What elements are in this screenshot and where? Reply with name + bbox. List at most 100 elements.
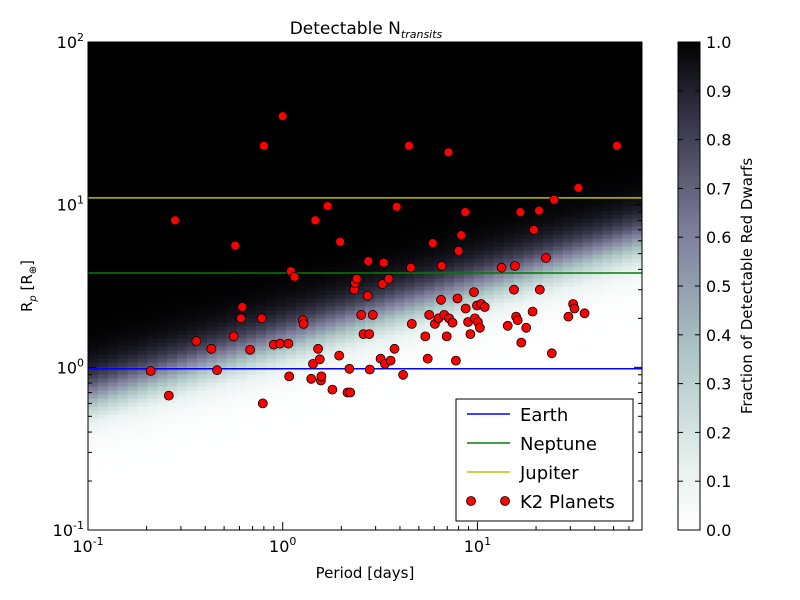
heatmap-cell <box>305 482 317 487</box>
heatmap-cell <box>285 434 297 439</box>
heatmap-cell <box>177 322 188 327</box>
heatmap-cell <box>107 402 119 407</box>
heatmap-cell <box>325 190 336 195</box>
heatmap-cell <box>295 206 307 211</box>
heatmap-cell <box>562 194 574 199</box>
heatmap-cell <box>602 262 613 267</box>
heatmap-cell <box>424 250 435 255</box>
heatmap-cell <box>572 310 584 315</box>
heatmap-cell <box>345 242 356 247</box>
heatmap-cell <box>612 358 623 363</box>
heatmap-cell <box>196 298 208 303</box>
heatmap-cell <box>97 374 109 379</box>
heatmap-cell <box>275 406 287 411</box>
heatmap-cell <box>167 462 178 467</box>
heatmap-cell <box>246 394 257 399</box>
heatmap-cell <box>444 434 455 439</box>
heatmap-cell <box>295 174 307 179</box>
heatmap-cell <box>394 478 406 483</box>
heatmap-cell <box>147 350 158 355</box>
heatmap-cell <box>523 226 534 231</box>
heatmap-cell <box>285 254 297 259</box>
heatmap-cell <box>127 314 139 319</box>
heatmap-cell <box>295 418 307 423</box>
heatmap-cell <box>97 242 109 247</box>
heatmap-cell <box>632 330 642 335</box>
heatmap-cell <box>622 246 633 251</box>
heatmap-cell <box>127 202 139 207</box>
heatmap-cell <box>167 482 178 487</box>
heatmap-cell <box>206 330 218 335</box>
heatmap-cell <box>147 226 158 231</box>
heatmap-cell <box>107 170 119 175</box>
heatmap-cell <box>206 266 218 271</box>
heatmap-cell <box>97 458 109 463</box>
heatmap-cell <box>513 174 524 179</box>
heatmap-cell <box>404 482 416 487</box>
heatmap-cell <box>186 390 198 395</box>
heatmap-cell <box>157 486 168 491</box>
heatmap-cell <box>305 414 317 419</box>
heatmap-cell <box>384 202 396 207</box>
heatmap-cell <box>88 230 99 235</box>
heatmap-cell <box>434 326 445 331</box>
heatmap-cell <box>444 254 455 259</box>
heatmap-cell <box>137 242 148 247</box>
heatmap-cell <box>246 478 257 483</box>
heatmap-cell <box>97 466 109 471</box>
heatmap-cell <box>444 286 455 291</box>
heatmap-cell <box>404 194 416 199</box>
heatmap-cell <box>404 354 416 359</box>
heatmap-cell <box>88 310 99 315</box>
heatmap-cell <box>97 422 109 427</box>
heatmap-cell <box>117 418 129 423</box>
heatmap-cell <box>147 354 158 359</box>
heatmap-cell <box>295 274 307 279</box>
heatmap-cell <box>157 250 168 255</box>
heatmap-cell <box>157 222 168 227</box>
heatmap-cell <box>246 330 257 335</box>
heatmap-cell <box>414 178 425 183</box>
heatmap-cell <box>424 246 435 251</box>
heatmap-cell <box>345 198 356 203</box>
heatmap-cell <box>236 230 247 235</box>
heatmap-cell <box>137 494 148 499</box>
heatmap-cell <box>88 418 99 423</box>
heatmap-cell <box>473 266 485 271</box>
heatmap-cell <box>473 222 485 227</box>
heatmap-cell <box>305 406 317 411</box>
heatmap-cell <box>345 350 356 355</box>
heatmap-cell <box>444 438 455 443</box>
heatmap-cell <box>88 466 99 471</box>
heatmap-cell <box>473 370 485 375</box>
heatmap-cell <box>266 302 277 307</box>
heatmap-cell <box>612 294 623 299</box>
heatmap-cell <box>127 294 139 299</box>
heatmap-cell <box>186 278 198 283</box>
heatmap-cell <box>167 174 178 179</box>
heatmap-cell <box>355 318 366 323</box>
heatmap-cell <box>157 422 168 427</box>
heatmap-cell <box>88 414 99 419</box>
heatmap-cell <box>315 326 327 331</box>
heatmap-cell <box>335 370 346 375</box>
heatmap-cell <box>365 338 376 343</box>
heatmap-cell <box>88 274 99 279</box>
heatmap-cell <box>513 394 524 399</box>
heatmap-cell <box>285 390 297 395</box>
heatmap-cell <box>177 442 188 447</box>
heatmap-cell <box>216 522 228 527</box>
heatmap-cell <box>256 210 267 215</box>
heatmap-cell <box>552 522 564 527</box>
heatmap-cell <box>88 218 99 223</box>
heatmap-cell <box>345 254 356 259</box>
heatmap-cell <box>552 238 564 243</box>
heatmap-cell <box>414 306 425 311</box>
heatmap-cell <box>107 222 119 227</box>
heatmap-cell <box>137 346 148 351</box>
heatmap-cell <box>256 458 267 463</box>
heatmap-cell <box>315 462 327 467</box>
heatmap-cell <box>216 442 228 447</box>
heatmap-cell <box>414 206 425 211</box>
heatmap-cell <box>236 490 247 495</box>
